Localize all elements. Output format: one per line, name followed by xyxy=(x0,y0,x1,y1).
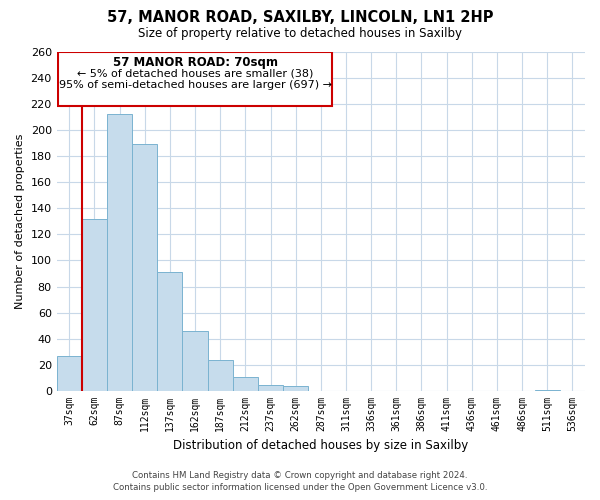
Bar xyxy=(182,331,208,391)
Bar xyxy=(283,386,308,391)
X-axis label: Distribution of detached houses by size in Saxilby: Distribution of detached houses by size … xyxy=(173,440,469,452)
Bar xyxy=(132,144,157,391)
Bar xyxy=(56,356,82,391)
Text: 95% of semi-detached houses are larger (697) →: 95% of semi-detached houses are larger (… xyxy=(59,80,332,90)
Text: ← 5% of detached houses are smaller (38): ← 5% of detached houses are smaller (38) xyxy=(77,68,313,78)
Bar xyxy=(107,114,132,391)
Bar xyxy=(535,390,560,391)
Bar xyxy=(157,272,182,391)
Bar xyxy=(82,218,107,391)
Text: Size of property relative to detached houses in Saxilby: Size of property relative to detached ho… xyxy=(138,28,462,40)
Bar xyxy=(233,376,258,391)
Bar xyxy=(258,384,283,391)
Text: 57, MANOR ROAD, SAXILBY, LINCOLN, LN1 2HP: 57, MANOR ROAD, SAXILBY, LINCOLN, LN1 2H… xyxy=(107,10,493,25)
Bar xyxy=(208,360,233,391)
FancyBboxPatch shape xyxy=(58,52,332,106)
Text: 57 MANOR ROAD: 70sqm: 57 MANOR ROAD: 70sqm xyxy=(113,56,278,69)
Text: Contains HM Land Registry data © Crown copyright and database right 2024.
Contai: Contains HM Land Registry data © Crown c… xyxy=(113,471,487,492)
Y-axis label: Number of detached properties: Number of detached properties xyxy=(15,134,25,309)
